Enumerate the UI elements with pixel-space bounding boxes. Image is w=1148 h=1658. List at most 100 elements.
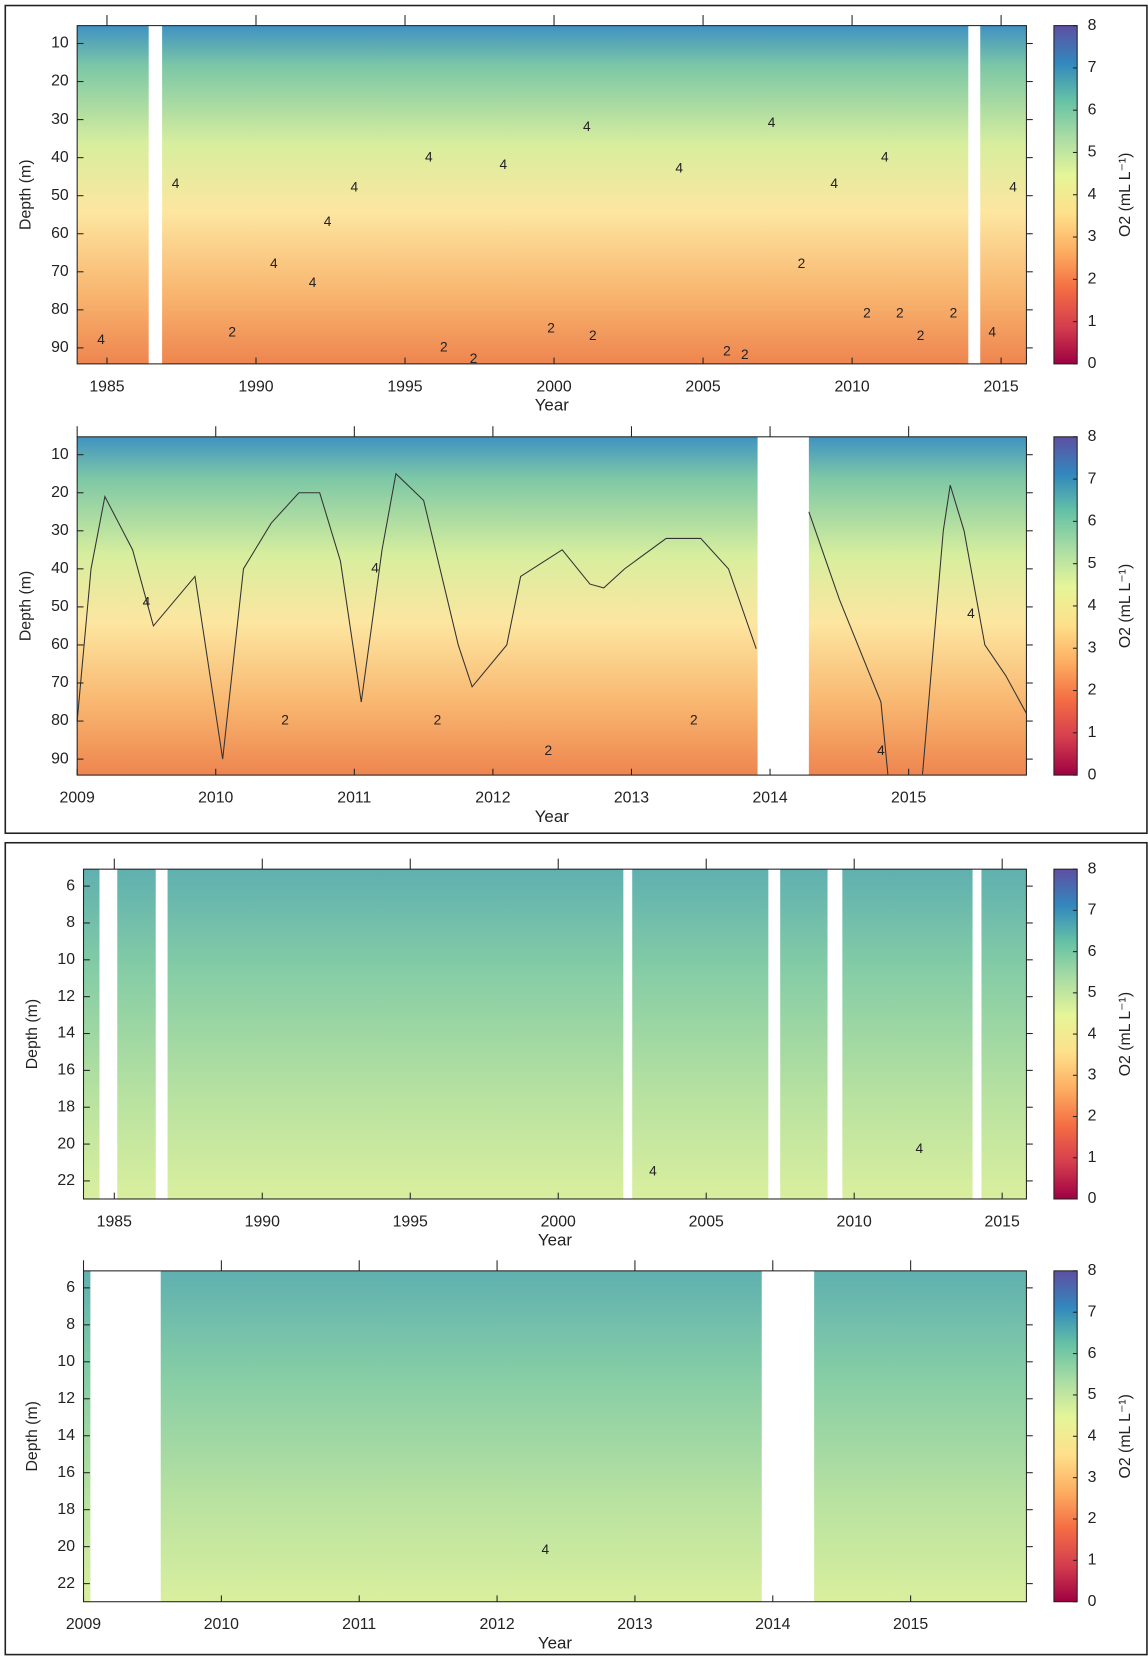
data-gap [99,869,118,1199]
y-tick-label: 16 [57,1464,75,1481]
contour-label: 4 [309,275,317,290]
colorbar-tick-label: 7 [1088,59,1097,76]
contour-label: 2 [589,328,597,343]
colorbar-tick-label: 7 [1088,1303,1097,1320]
y-tick-label: 70 [51,674,69,691]
x-axis-label: Year [535,396,570,415]
y-tick-label: 6 [66,877,75,894]
colorbar-label: O2 (mL L⁻¹) [1117,564,1134,648]
colorbar-tick-label: 4 [1088,597,1097,614]
contour-label: 2 [434,713,442,728]
x-tick-label: 1985 [89,378,124,395]
plot-frame [82,1270,1027,1603]
x-tick-label: 2013 [614,790,649,807]
colorbar-tick-label: 8 [1088,17,1097,34]
y-tick-label: 40 [51,149,69,166]
x-tick-label: 2014 [755,1616,790,1633]
x-tick-label: 2011 [342,1616,376,1633]
x-tick-label: 2015 [983,378,1018,395]
y-tick-label: 20 [51,73,69,90]
x-tick-label: 2014 [752,790,787,807]
contour-label: 4 [915,1141,923,1156]
colorbar-tick-label: 5 [1088,144,1097,161]
y-axis-label: Depth (m) [24,999,41,1069]
y-tick-label: 20 [57,1135,75,1152]
y-tick-label: 18 [57,1501,75,1518]
contour-label: 4 [967,606,975,621]
colorbar-tick-label: 0 [1088,1593,1097,1610]
heatmap-field [83,1270,1027,1602]
x-tick-label: 2010 [837,1213,872,1230]
contour-label: 4 [425,149,433,164]
y-axis-label: Depth (m) [18,571,35,641]
colorbar-tick-label: 2 [1088,1108,1097,1125]
y-tick-label: 10 [57,951,75,968]
x-tick-label: 2009 [66,1616,101,1633]
contour-label: 2 [228,324,236,339]
x-tick-label: 2009 [60,790,95,807]
x-axis-label: Year [538,1231,573,1250]
y-tick-label: 12 [57,988,75,1005]
contour-label: 4 [542,1542,550,1557]
contour-label: 4 [768,115,776,130]
y-tick-label: 10 [57,1353,75,1370]
x-axis-label: Year [535,807,570,826]
contour-label: 4 [881,149,889,164]
colorbar-tick-label: 8 [1088,428,1097,445]
contour-label: 4 [988,324,996,339]
y-tick-label: 90 [51,339,69,356]
data-gap [90,1270,161,1602]
frame [4,841,1148,1656]
x-tick-label: 2005 [685,378,720,395]
x-tick-label: 2010 [834,378,869,395]
colorbar-tick-label: 6 [1088,101,1097,118]
y-tick-label: 50 [51,187,69,204]
colorbar-tick-label: 2 [1088,271,1097,288]
x-tick-label: 2012 [479,1616,514,1633]
y-tick-label: 60 [51,225,69,242]
x-tick-label: 1995 [387,378,422,395]
contour-label: 4 [97,332,105,347]
colorbar-tick-label: 1 [1088,1149,1097,1166]
colorbar-tick-label: 3 [1088,639,1097,656]
x-tick-label: 2005 [689,1213,724,1230]
x-tick-label: 2015 [893,1616,928,1633]
contour-label: 4 [500,157,508,172]
x-tick-label: 2015 [985,1213,1020,1230]
contour-line [76,472,1027,775]
colorbar-tick-label: 3 [1088,1066,1097,1083]
frame [4,4,1148,835]
x-axis-label: Year [538,1633,573,1652]
contour-label: 2 [440,340,448,355]
colorbar-tick-label: 6 [1088,513,1097,530]
contour-label: 4 [371,560,379,575]
data-gap [968,25,981,364]
contour-label: 4 [877,743,885,758]
contour-label: 4 [675,161,683,176]
colorbar-tick-label: 8 [1088,860,1097,877]
data-gap [623,869,633,1199]
colorbar-tick-label: 7 [1088,470,1097,487]
y-tick-label: 80 [51,301,69,318]
y-tick-label: 22 [57,1575,75,1592]
colorbar-tick-label: 6 [1088,943,1097,960]
contour-label: 2 [950,305,958,320]
data-gap [757,436,809,776]
x-tick-label: 2010 [198,790,233,807]
colorbar-tick-label: 3 [1088,228,1097,245]
y-tick-label: 16 [57,1062,75,1079]
colorbar-tick-label: 5 [1088,1386,1097,1403]
y-tick-label: 90 [51,750,69,767]
x-tick-label: 1985 [97,1213,132,1230]
y-tick-label: 18 [57,1098,75,1115]
contour-label: 4 [143,595,151,610]
contour-label: 2 [723,343,731,358]
data-gap [761,1270,815,1602]
y-tick-label: 80 [51,712,69,729]
contour-label: 4 [830,176,838,191]
contour-label: 2 [896,305,904,320]
colorbar-label: O2 (mL L⁻¹) [1117,1394,1134,1478]
y-tick-label: 14 [57,1427,75,1444]
contour-label: 4 [270,256,278,271]
y-tick-label: 10 [51,446,69,463]
